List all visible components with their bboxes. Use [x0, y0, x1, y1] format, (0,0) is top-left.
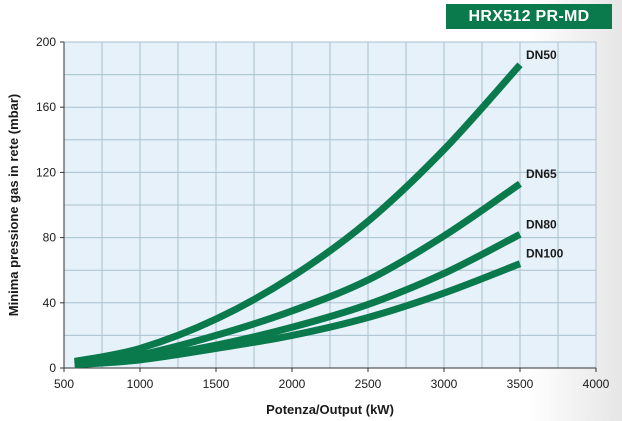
model-badge: HRX512 PR-MD: [446, 4, 612, 29]
x-tick-label: 1500: [203, 377, 230, 391]
series-labels: DN50 DN65 DN80 DN100: [526, 48, 564, 261]
y-tick-label: 120: [36, 165, 56, 179]
series-line-dn100: [74, 260, 522, 369]
series-group: [73, 62, 523, 369]
x-tick-label: 1000: [127, 377, 154, 391]
series-label-dn100: DN100: [526, 247, 564, 261]
y-tick-label: 160: [36, 100, 56, 114]
x-tick-label: 3000: [431, 377, 458, 391]
tick-labels: 500 1000 1500 2000 2500 3000 3500 4000 0 40 80 120 1…: [36, 35, 610, 391]
y-tick-label: 0: [49, 361, 56, 375]
x-axis-title: Potenza/Output (kW): [266, 402, 394, 417]
y-axis-title: Minima pressione gas in rete (mbar): [6, 94, 21, 317]
series-label-dn50: DN50: [526, 48, 557, 62]
x-tick-label: 3500: [507, 377, 534, 391]
x-tick-label: 2500: [355, 377, 382, 391]
y-tick-label: 80: [43, 231, 57, 245]
x-tick-label: 500: [54, 377, 74, 391]
series-label-dn65: DN65: [526, 167, 557, 181]
axes: [63, 42, 596, 369]
series-label-dn80: DN80: [526, 217, 557, 231]
y-tick-label: 200: [36, 35, 56, 49]
x-tick-label: 4000: [583, 377, 610, 391]
x-tick-label: 2000: [279, 377, 306, 391]
series-line-dn50: [73, 62, 523, 365]
y-tick-label: 40: [43, 296, 57, 310]
